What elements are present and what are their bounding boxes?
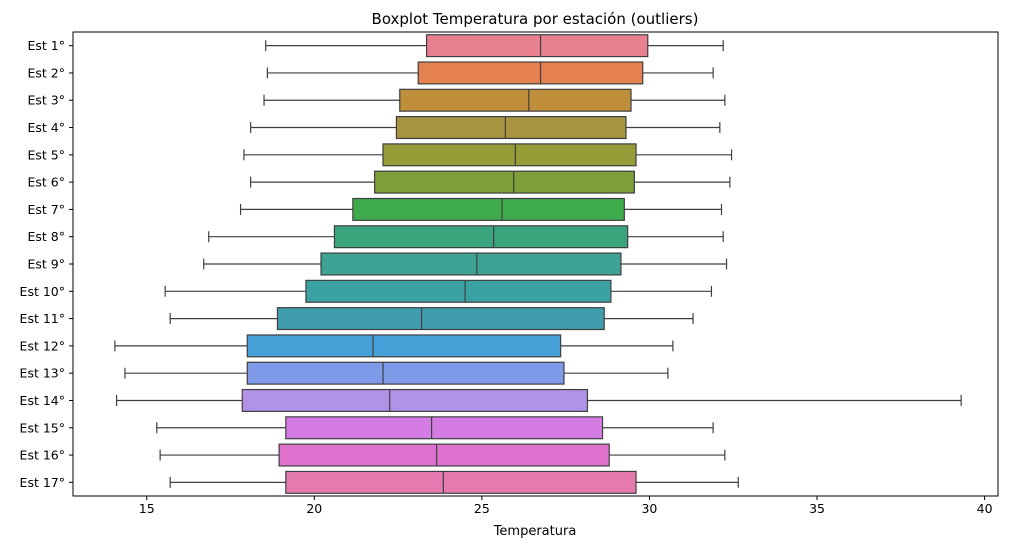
x-tick-label: 35 xyxy=(809,501,825,516)
box-group xyxy=(115,388,962,412)
y-tick-label: Est 7° xyxy=(28,202,66,217)
box xyxy=(278,443,610,467)
box-group xyxy=(164,279,713,303)
y-tick-label: Est 2° xyxy=(28,65,66,80)
box-group xyxy=(250,170,731,194)
y-tick-label: Est 8° xyxy=(28,229,66,244)
box-group xyxy=(169,470,739,494)
x-tick-label: 25 xyxy=(474,501,490,516)
box xyxy=(305,279,612,303)
box-group xyxy=(169,307,694,331)
y-tick-label: Est 17° xyxy=(20,475,65,490)
box xyxy=(399,88,632,112)
boxes-layer xyxy=(114,34,962,494)
box xyxy=(417,61,644,85)
y-tick-label: Est 12° xyxy=(20,338,65,353)
box xyxy=(241,388,589,412)
y-tick-label: Est 3° xyxy=(28,93,66,108)
box xyxy=(395,116,627,140)
box xyxy=(285,470,637,494)
box xyxy=(285,416,604,440)
box-group xyxy=(265,34,724,58)
box-group xyxy=(203,252,728,276)
y-tick-label: Est 4° xyxy=(28,120,66,135)
y-tick-label: Est 9° xyxy=(28,257,66,272)
box xyxy=(333,225,629,249)
y-tick-label: Est 5° xyxy=(28,147,66,162)
box-group xyxy=(250,116,721,140)
x-tick-label: 15 xyxy=(139,501,155,516)
box-group xyxy=(239,197,723,221)
x-axis-label: Temperatura xyxy=(493,524,577,539)
y-tick-label: Est 15° xyxy=(20,420,65,435)
box xyxy=(276,307,605,331)
y-tick-label: Est 14° xyxy=(20,393,65,408)
box-group xyxy=(243,143,733,167)
box xyxy=(374,170,635,194)
box-group xyxy=(159,443,726,467)
box-group xyxy=(208,225,724,249)
y-tick-label: Est 16° xyxy=(20,448,65,463)
y-tick-label: Est 13° xyxy=(20,366,65,381)
box xyxy=(320,252,622,276)
y-tick-label: Est 10° xyxy=(20,284,65,299)
chart-title: Boxplot Temperatura por estación (outlie… xyxy=(372,10,699,28)
x-axis: 15 20 25 30 35 40 xyxy=(139,496,993,516)
y-tick-label: Est 6° xyxy=(28,175,66,190)
x-tick-label: 20 xyxy=(306,501,322,516)
box-group xyxy=(156,416,714,440)
y-axis: Est 1° Est 2° Est 3° Est 4° Est 5° Est 6° Est … xyxy=(20,38,73,490)
y-tick-label: Est 11° xyxy=(20,311,65,326)
x-tick-label: 30 xyxy=(641,501,657,516)
box-group xyxy=(263,88,726,112)
box-group xyxy=(124,361,669,385)
box-group xyxy=(114,334,674,358)
box xyxy=(352,197,625,221)
box xyxy=(246,361,565,385)
x-tick-label: 40 xyxy=(977,501,993,516)
y-tick-label: Est 1° xyxy=(28,38,66,53)
box xyxy=(246,334,562,358)
box xyxy=(425,34,649,58)
box-group xyxy=(266,61,714,85)
box xyxy=(382,143,637,167)
